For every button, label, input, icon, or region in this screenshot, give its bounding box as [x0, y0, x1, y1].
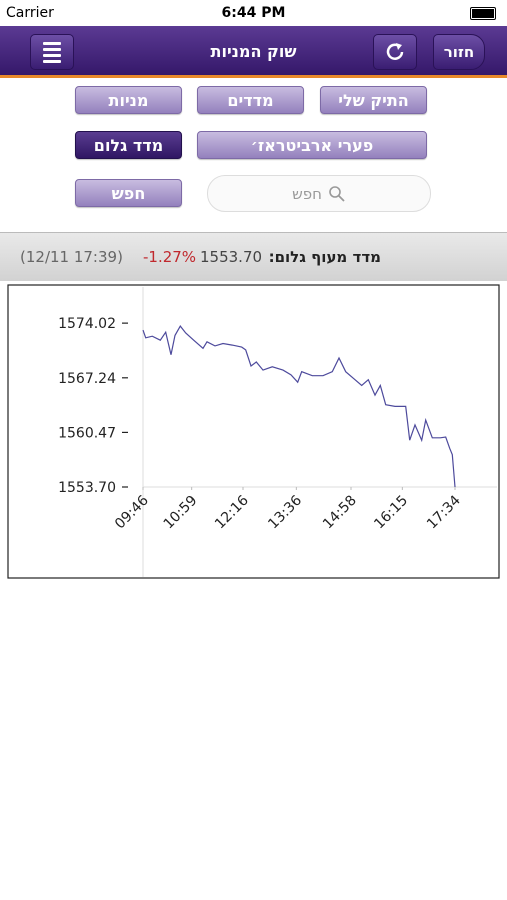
index-change: -1.27%: [143, 248, 197, 266]
price-line: [142, 325, 456, 488]
indices-button[interactable]: מדדים: [197, 86, 304, 114]
search-button[interactable]: חפש: [75, 179, 182, 207]
index-bar: מדד מעוף גלום: 1553.70 -1.27% (12/11 17:…: [0, 232, 507, 281]
search-icon: [329, 185, 345, 202]
refresh-icon: [386, 43, 404, 60]
my-portfolio-button[interactable]: התיק שלי: [320, 86, 427, 114]
search-placeholder: חפש: [292, 184, 322, 203]
clock: 6:44 PM: [221, 5, 286, 21]
search-field[interactable]: חפש: [207, 175, 431, 212]
x-tick-label: 14:58: [320, 493, 360, 533]
back-button[interactable]: חזור: [433, 34, 485, 70]
x-tick-label: 17:34: [424, 492, 464, 532]
x-tick-label: 09:46: [112, 492, 152, 532]
arbitrage-button[interactable]: פערי ארביטראז׳: [197, 131, 427, 159]
y-tick-label: 1553.70: [58, 480, 116, 496]
implied-index-button[interactable]: מדד גלום: [75, 131, 182, 159]
x-tick-label: 10:59: [161, 493, 201, 533]
battery: [470, 7, 496, 20]
index-name: מדד מעוף גלום:: [268, 248, 381, 266]
carrier: Carrier: [6, 5, 54, 21]
x-tick-label: 13:36: [265, 492, 305, 532]
refresh-button[interactable]: [373, 34, 417, 70]
x-tick-label: 12:16: [212, 492, 252, 532]
x-tick-label: 16:15: [371, 493, 411, 533]
nav-bar: שוק המניות: [0, 26, 507, 78]
menu-icon: [43, 42, 61, 63]
index-time: (12/11 17:39): [20, 248, 123, 266]
chart-frame: [7, 284, 500, 579]
stocks-button[interactable]: מניות: [75, 86, 182, 114]
y-tick-label: 1574.02: [58, 316, 116, 332]
y-tick-label: 1560.47: [58, 425, 116, 441]
y-tick-label: 1567.24: [58, 371, 116, 387]
status-bar: Carrier 6:44 PM: [0, 0, 507, 26]
nav-title: שוק המניות: [210, 42, 297, 61]
index-value: 1553.70: [200, 248, 263, 266]
menu-button[interactable]: [30, 34, 74, 70]
